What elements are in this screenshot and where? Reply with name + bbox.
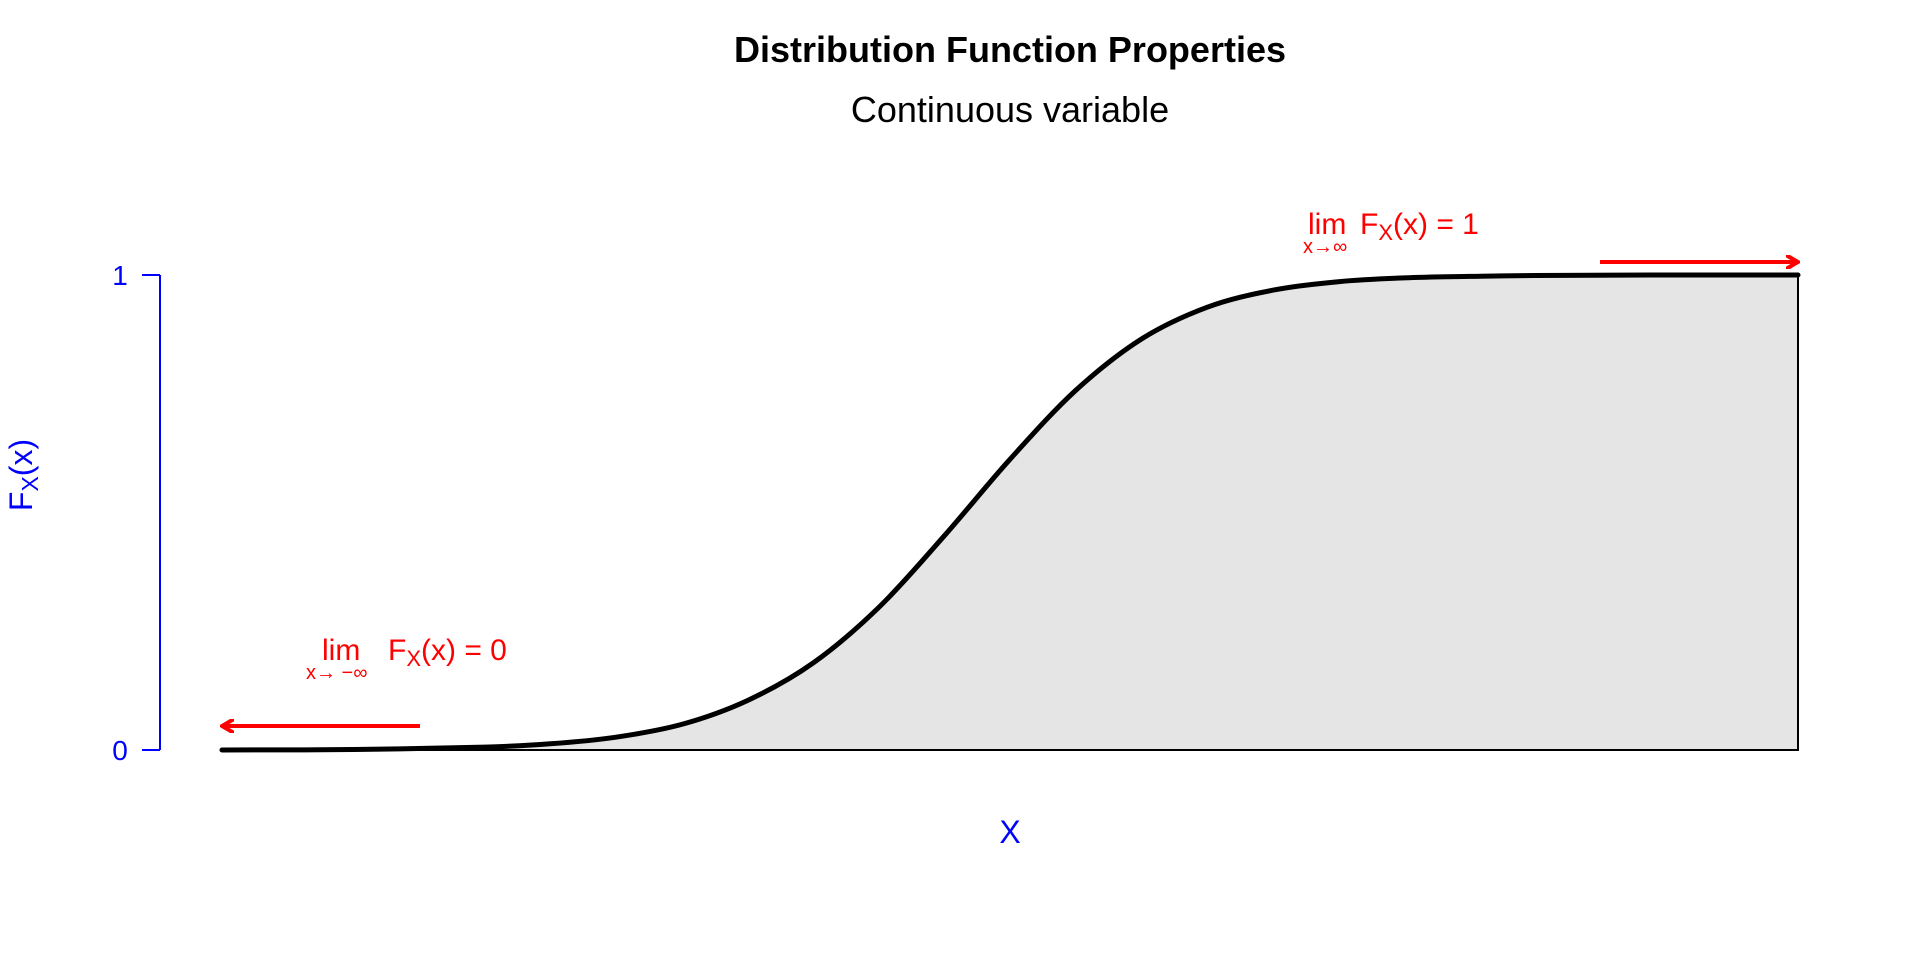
y-axis-label-sub: X	[17, 476, 43, 491]
annotation-left-func: F	[388, 634, 406, 667]
annotation-left: lim x→ −∞ FX(x) = 0	[222, 634, 507, 726]
y-axis-label: FX(x)	[3, 439, 43, 511]
chart-subtitle: Continuous variable	[851, 89, 1169, 130]
y-axis-label-tail: (x)	[3, 439, 39, 476]
y-tick-label: 1	[112, 260, 128, 291]
annotation-right-rest: (x) = 1	[1393, 208, 1479, 241]
annotation-left-under: x→ −∞	[306, 662, 368, 684]
annotation-right-func: F	[1360, 208, 1378, 241]
cdf-curve	[219, 272, 1801, 753]
annotation-left-lim: lim	[322, 634, 360, 667]
annotation-right: lim x→∞ FX(x) = 1	[1303, 208, 1798, 262]
area-fill	[221, 273, 1799, 751]
chart-title: Distribution Function Properties	[734, 29, 1286, 70]
annotation-right-formula: FX(x) = 1	[1360, 208, 1479, 245]
y-axis: 01	[112, 260, 161, 766]
x-axis-label: X	[999, 814, 1020, 850]
annotation-right-lim: lim	[1308, 208, 1346, 241]
annotation-right-under: x→∞	[1303, 236, 1347, 258]
y-axis-label-main: F	[3, 492, 39, 512]
annotation-right-func-sub: X	[1378, 220, 1393, 245]
annotation-left-rest: (x) = 0	[421, 634, 507, 667]
annotation-left-func-sub: X	[406, 646, 421, 671]
y-tick-label: 0	[112, 735, 128, 766]
annotation-left-formula: FX(x) = 0	[388, 634, 507, 671]
